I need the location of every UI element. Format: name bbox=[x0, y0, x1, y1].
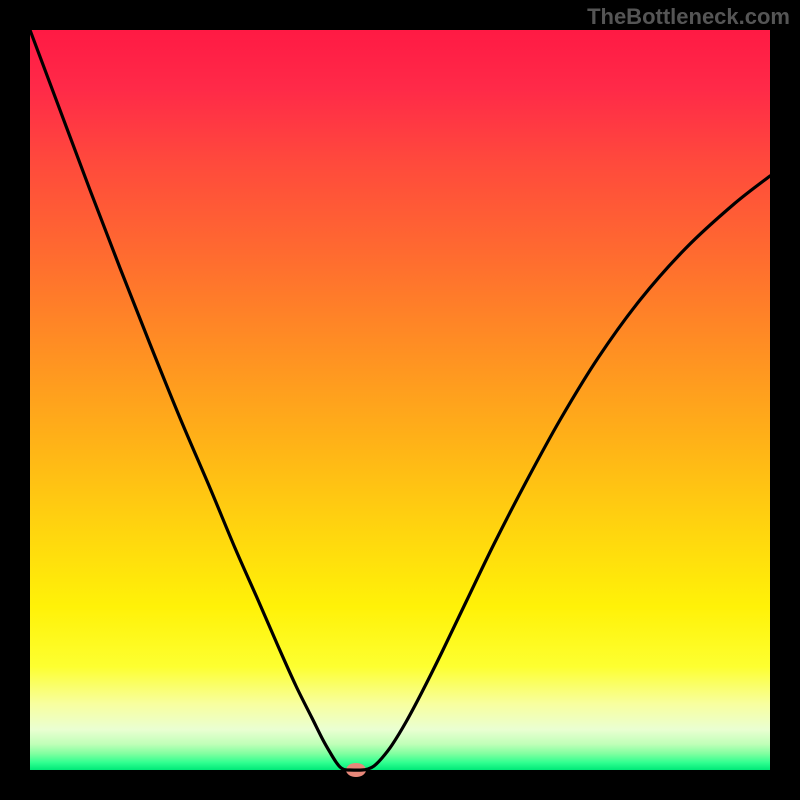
chart-container: TheBottleneck.com bbox=[0, 0, 800, 800]
plot-background bbox=[30, 30, 770, 770]
watermark-text: TheBottleneck.com bbox=[587, 4, 790, 30]
bottleneck-chart bbox=[0, 0, 800, 800]
